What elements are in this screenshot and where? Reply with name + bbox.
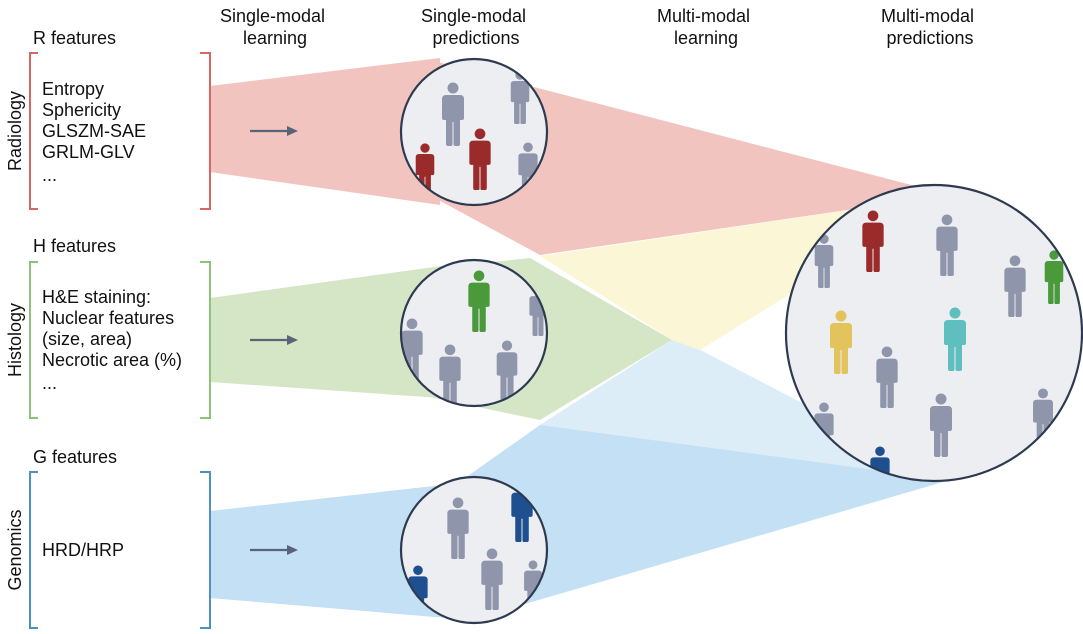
histology-input-band bbox=[210, 262, 470, 400]
radiology-row: Radiology R features Entropy Sphericity … bbox=[5, 28, 549, 210]
feature-item: Necrotic area (%) bbox=[42, 350, 182, 370]
multimodal-prediction-circle bbox=[784, 183, 1083, 483]
radiology-prediction-circle bbox=[399, 57, 549, 207]
feature-item: Nuclear features bbox=[42, 308, 174, 328]
genomics-prediction-circle bbox=[399, 475, 549, 625]
feature-item: ... bbox=[42, 373, 57, 393]
bracket-left-genomics bbox=[29, 471, 38, 629]
feature-item: ... bbox=[42, 165, 57, 185]
header-single-modal-predictions: Single-modal predictions bbox=[421, 6, 531, 48]
side-label-genomics: Genomics bbox=[5, 509, 25, 590]
feature-item: GLSZM-SAE bbox=[42, 121, 146, 141]
arrow-right-icon bbox=[250, 335, 298, 345]
side-label-radiology: Radiology bbox=[5, 91, 25, 171]
features-title-radiology: R features bbox=[33, 28, 116, 48]
feature-item: Sphericity bbox=[42, 100, 121, 120]
bracket-right-radiology bbox=[200, 52, 211, 210]
arrow-right-icon bbox=[250, 126, 298, 136]
histology-prediction-circle bbox=[399, 258, 549, 408]
bracket-left-histology bbox=[29, 261, 38, 419]
header-single-modal-learning: Single-modal learning bbox=[220, 6, 330, 48]
feature-item: HRD/HRP bbox=[42, 540, 124, 560]
genomics-row: Genomics G features HRD/HRP bbox=[5, 447, 549, 629]
header-multi-modal-predictions: Multi-modal predictions bbox=[881, 6, 979, 48]
bracket-left-radiology bbox=[29, 52, 38, 210]
radiology-multimodal-band bbox=[420, 60, 950, 255]
arrow-right-icon bbox=[250, 545, 298, 555]
radiology-input-band bbox=[210, 58, 440, 205]
histology-row: Histology H features H&E staining: Nucle… bbox=[5, 236, 549, 419]
feature-item: (size, area) bbox=[42, 329, 132, 349]
column-headers: Single-modal learning Single-modal predi… bbox=[220, 6, 979, 48]
bracket-right-histology bbox=[200, 261, 211, 419]
features-title-genomics: G features bbox=[33, 447, 117, 467]
feature-item: Entropy bbox=[42, 79, 104, 99]
header-multi-modal-learning: Multi-modal learning bbox=[657, 6, 755, 48]
features-title-histology: H features bbox=[33, 236, 116, 256]
bracket-right-genomics bbox=[200, 471, 211, 629]
feature-item: GRLM-GLV bbox=[42, 142, 135, 162]
genomics-input-band bbox=[210, 482, 470, 620]
feature-item: H&E staining: bbox=[42, 287, 151, 307]
side-label-histology: Histology bbox=[5, 303, 25, 377]
